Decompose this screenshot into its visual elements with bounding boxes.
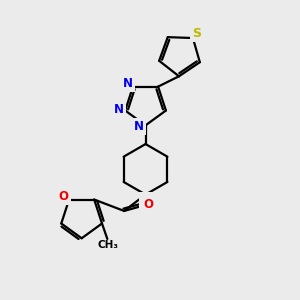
Text: N: N [134, 120, 144, 133]
Text: O: O [143, 199, 153, 212]
Text: N: N [114, 103, 124, 116]
Text: O: O [59, 190, 69, 203]
Text: CH₃: CH₃ [98, 241, 118, 250]
Text: N: N [123, 76, 133, 90]
Text: S: S [192, 27, 201, 40]
Text: N: N [141, 195, 151, 208]
